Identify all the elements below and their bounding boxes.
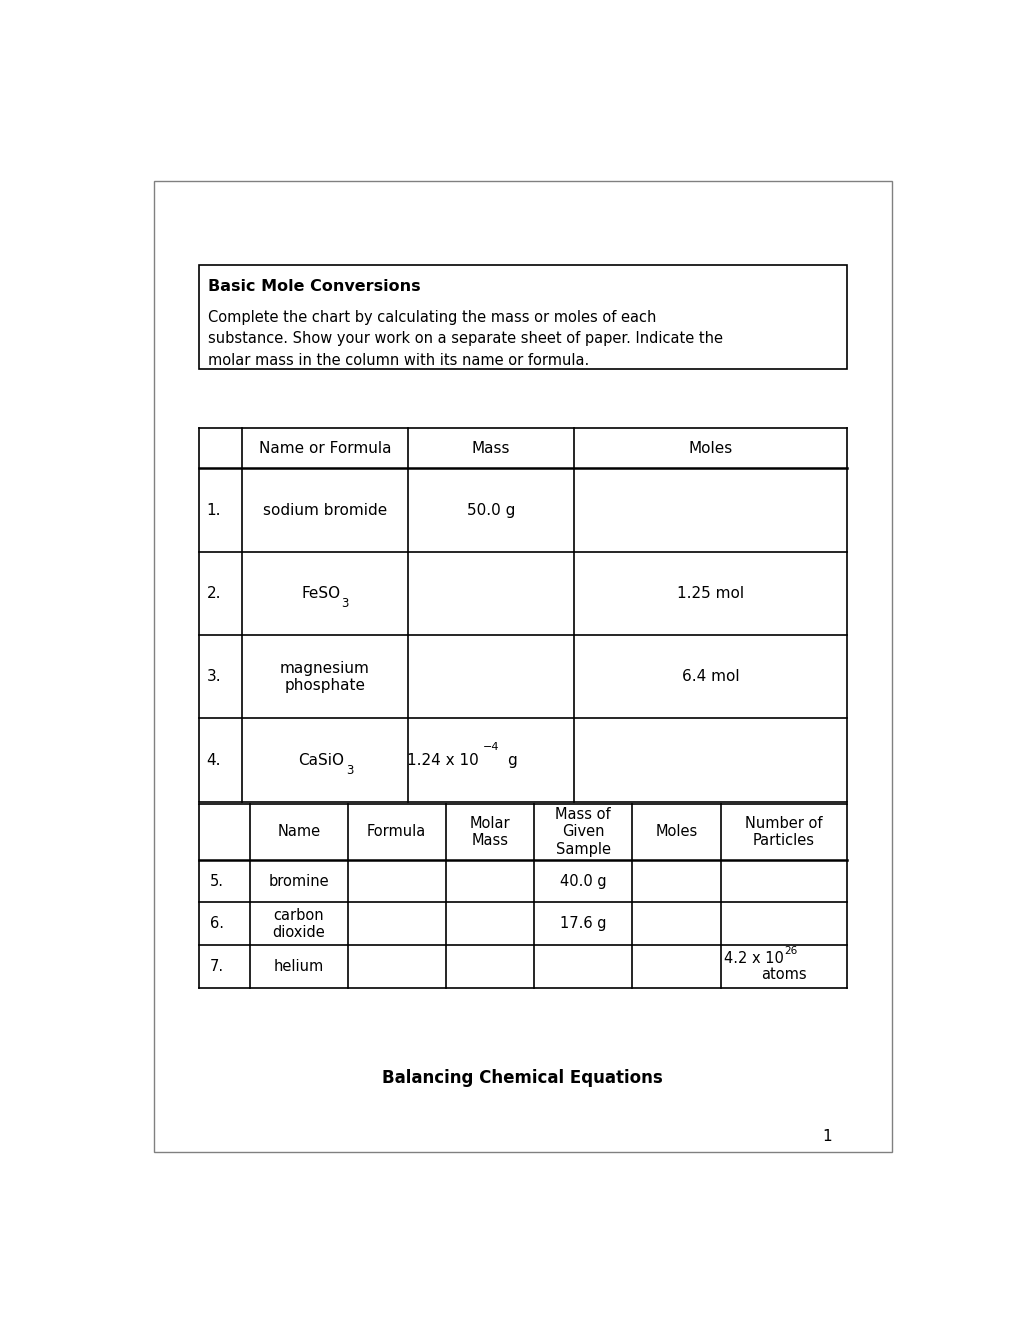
Text: 1: 1 [821, 1129, 832, 1143]
Text: CaSiO: CaSiO [298, 752, 343, 768]
Text: 1.: 1. [207, 503, 221, 517]
Text: 26: 26 [783, 946, 796, 957]
Text: Basic Mole Conversions: Basic Mole Conversions [208, 280, 421, 294]
Text: 6.: 6. [209, 916, 223, 931]
Text: Complete the chart by calculating the mass or moles of each
substance. Show your: Complete the chart by calculating the ma… [208, 310, 722, 368]
Text: 4.: 4. [207, 752, 221, 768]
Text: 40.0 g: 40.0 g [559, 874, 606, 888]
Text: Formula: Formula [367, 824, 426, 840]
Text: 4.2 x 10: 4.2 x 10 [723, 952, 783, 966]
Text: Balancing Chemical Equations: Balancing Chemical Equations [382, 1069, 662, 1088]
Text: 3: 3 [340, 597, 348, 610]
FancyBboxPatch shape [154, 181, 891, 1152]
Text: carbon
dioxide: carbon dioxide [272, 908, 325, 940]
Text: bromine: bromine [268, 874, 329, 888]
Text: Name or Formula: Name or Formula [259, 441, 391, 455]
Text: sodium bromide: sodium bromide [263, 503, 387, 517]
Text: Mass: Mass [471, 441, 510, 455]
Text: Name: Name [277, 824, 320, 840]
Text: 1.24 x 10: 1.24 x 10 [407, 752, 479, 768]
Text: 3: 3 [345, 764, 353, 776]
Text: 7.: 7. [209, 958, 223, 974]
Text: 1.25 mol: 1.25 mol [677, 586, 743, 601]
Text: 5.: 5. [209, 874, 223, 888]
Text: Molar
Mass: Molar Mass [469, 816, 510, 847]
Text: FeSO: FeSO [302, 586, 340, 601]
Text: 6.4 mol: 6.4 mol [681, 669, 739, 684]
Text: −4: −4 [483, 742, 499, 752]
Text: Moles: Moles [688, 441, 732, 455]
Text: g: g [506, 752, 516, 768]
Text: magnesium
phosphate: magnesium phosphate [280, 660, 370, 693]
Text: atoms: atoms [760, 968, 806, 982]
FancyBboxPatch shape [199, 265, 846, 368]
Text: helium: helium [273, 958, 324, 974]
Text: 3.: 3. [206, 669, 221, 684]
Text: 2.: 2. [207, 586, 221, 601]
Text: 17.6 g: 17.6 g [559, 916, 605, 931]
Text: Mass of
Given
Sample: Mass of Given Sample [554, 807, 610, 857]
Text: 50.0 g: 50.0 g [467, 503, 515, 517]
Text: Number of
Particles: Number of Particles [744, 816, 821, 847]
Text: Moles: Moles [654, 824, 697, 840]
